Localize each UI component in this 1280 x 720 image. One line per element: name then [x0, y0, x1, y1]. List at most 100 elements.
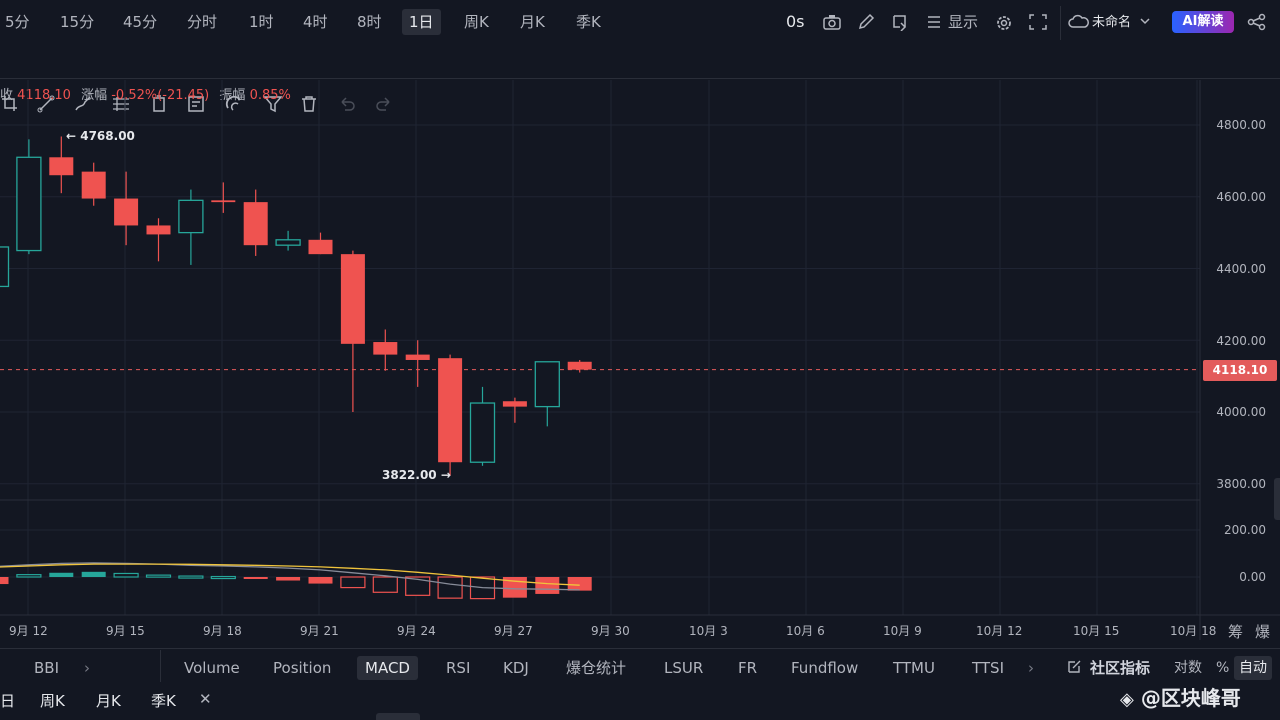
macd-tick-0: 0.00 [1239, 570, 1266, 584]
pencil-icon[interactable] [857, 13, 877, 31]
close-icon[interactable]: ✕ [199, 690, 212, 708]
indicator-position[interactable]: Position [273, 659, 332, 677]
bottom-tabs [0, 686, 1280, 720]
chevron-right-icon[interactable]: › [84, 659, 90, 677]
replay-icon[interactable] [890, 13, 910, 31]
macd-hist-bar [113, 572, 139, 578]
share-icon[interactable] [1247, 13, 1267, 31]
bottom-tab-season[interactable]: 季K [151, 692, 176, 710]
last-price-tag: 4118.10 [1203, 360, 1277, 381]
ai-interpret-button[interactable]: AI解读 [1172, 11, 1234, 33]
indicator-ttmu[interactable]: TTMU [893, 659, 935, 677]
liquidation-toggle[interactable]: 爆 [1255, 623, 1271, 641]
drawing-toolbar [0, 44, 1280, 113]
candle-body [405, 354, 430, 360]
candle-body [340, 254, 365, 344]
candle-body [469, 402, 496, 463]
camera-icon[interactable] [822, 13, 842, 31]
fib-icon[interactable] [111, 94, 131, 114]
price-chart[interactable] [0, 80, 1280, 645]
countdown[interactable]: 0s [786, 12, 805, 31]
percent-scale-toggle[interactable]: % [1216, 660, 1230, 676]
magnet-icon[interactable] [224, 94, 244, 114]
bottom-tab-day[interactable]: 日 [0, 692, 16, 710]
trendline-icon[interactable] [36, 94, 56, 114]
side-panel-handle[interactable] [1274, 478, 1280, 520]
layout-name[interactable]: 未命名 [1092, 15, 1132, 30]
note-icon[interactable] [186, 94, 206, 114]
x-tick: 9月 21 [300, 624, 339, 638]
x-tick: 10月 12 [976, 624, 1023, 638]
macd-hist-bar [178, 575, 204, 579]
top-toolbar: 5分 15分 45分 分时 1时 4时 8时 1日 周K 月K 季K 0s 显示… [0, 0, 1280, 44]
auto-scale-toggle[interactable]: 自动 [1234, 656, 1272, 680]
tf-1h[interactable]: 1时 [249, 13, 274, 31]
indicator-lsur[interactable]: LSUR [664, 659, 704, 677]
fullscreen-icon[interactable] [1028, 13, 1048, 31]
macd-hist-bar [567, 577, 592, 591]
chip-distribution-toggle[interactable]: 筹 [1228, 623, 1244, 641]
brush-icon[interactable] [73, 94, 93, 114]
crop-icon[interactable] [0, 94, 20, 114]
macd-hist-bar [308, 577, 333, 584]
x-tick: 9月 12 [9, 624, 48, 638]
y-tick-4600: 4600.00 [1216, 190, 1266, 204]
tf-45m[interactable]: 45分 [123, 13, 158, 31]
redo-icon[interactable] [374, 94, 394, 114]
indicator-kdj[interactable]: KDJ [503, 659, 529, 677]
tf-week[interactable]: 周K [464, 13, 489, 31]
toolbar-divider [1060, 6, 1061, 40]
indicator-macd[interactable]: MACD [357, 656, 418, 680]
tf-5m[interactable]: 5分 [5, 13, 30, 31]
indicator-bbi[interactable]: BBI [34, 659, 60, 677]
bottom-tab-month[interactable]: 月K [96, 692, 121, 710]
log-scale-toggle[interactable]: 对数 [1174, 660, 1202, 676]
indicator-liquidation[interactable]: 爆仓统计 [566, 659, 627, 677]
display-button[interactable]: 显示 [948, 13, 979, 31]
edit-icon[interactable] [1066, 659, 1082, 675]
candle-body [178, 199, 204, 234]
x-tick: 9月 27 [494, 624, 533, 638]
indicator-rsi[interactable]: RSI [446, 659, 471, 677]
indicator-volume[interactable]: Volume [184, 659, 240, 677]
chevron-down-icon[interactable] [1140, 16, 1150, 26]
tf-timeline[interactable]: 分时 [187, 13, 218, 31]
ohlc-legend: 收 4118.10 涨幅 -0.52%(-21.45) 振幅 0.85% [0, 84, 291, 103]
tf-8h[interactable]: 8时 [357, 13, 382, 31]
macd-hist-bar [16, 574, 42, 578]
candle-body [534, 361, 560, 408]
trash-icon[interactable] [299, 94, 319, 114]
cloud-icon [1068, 14, 1089, 28]
filter-icon[interactable] [263, 94, 283, 114]
gear-icon[interactable] [994, 13, 1014, 33]
x-tick: 10月 3 [689, 624, 728, 638]
candle-body [49, 157, 74, 176]
macd-tick-200: 200.00 [1224, 523, 1266, 537]
candle-body [373, 342, 398, 355]
tf-4h[interactable]: 4时 [303, 13, 328, 31]
indicator-ttsi[interactable]: TTSI [972, 659, 1005, 677]
tf-month[interactable]: 月K [520, 13, 545, 31]
y-tick-4400: 4400.00 [1216, 262, 1266, 276]
watermark-text: @区块峰哥 [1140, 686, 1241, 710]
indicator-fr[interactable]: FR [738, 659, 758, 677]
panel-collapse-handle[interactable] [376, 713, 420, 720]
x-tick: 10月 18 [1170, 624, 1217, 638]
community-indicators[interactable]: 社区指标 [1090, 659, 1151, 677]
tf-15m[interactable]: 15分 [60, 13, 95, 31]
candle-body [81, 171, 106, 199]
amplitude-label: 振幅 [219, 88, 246, 103]
undo-icon[interactable] [337, 94, 357, 114]
indicator-fundflow[interactable]: Fundflow [791, 659, 859, 677]
bottom-tab-week[interactable]: 周K [40, 692, 65, 710]
close-value: 4118.10 [17, 88, 71, 103]
chevron-right-icon[interactable]: › [1028, 659, 1034, 677]
candle-body [567, 361, 592, 370]
tf-1d[interactable]: 1日 [402, 9, 441, 35]
candle-body [0, 246, 10, 288]
watermark: ◈ @区块峰哥 [1120, 682, 1241, 711]
measure-icon[interactable] [149, 94, 169, 114]
tf-season[interactable]: 季K [576, 13, 601, 31]
candle-body [146, 225, 171, 235]
macd-hist-bar [340, 576, 366, 589]
